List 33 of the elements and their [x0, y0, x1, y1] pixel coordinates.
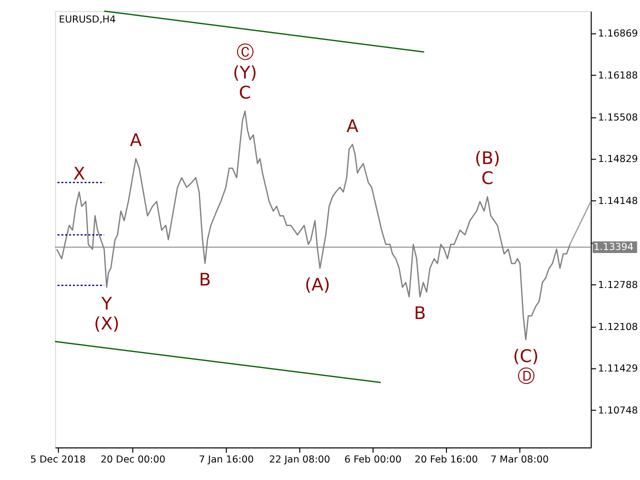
annotation: C: [238, 84, 252, 104]
annotation: (A): [304, 275, 330, 296]
y-tick-label: 1.14829: [598, 154, 638, 166]
annotation: A: [130, 131, 142, 152]
x-tick-label: 20 Feb 16:00: [414, 454, 478, 466]
chart-title: EURUSD,H4: [58, 14, 116, 26]
y-tick-label: 1.10748: [598, 406, 638, 417]
annotation: C: [481, 169, 494, 190]
annotation: X: [73, 164, 86, 184]
x-tick-label: 7 Jan 16:00: [198, 454, 254, 466]
y-tick-label: 1.12108: [598, 322, 638, 333]
x-tick-label: 22 Jan 08:00: [269, 454, 330, 466]
x-tick-label: 7 Mar 08:00: [490, 454, 549, 466]
annotation: Ⓓ: [517, 367, 534, 388]
x-tick-label: 20 Dec 00:00: [100, 454, 166, 466]
y-tick-label: 1.15508: [598, 112, 638, 124]
annotation: (Y): [232, 63, 258, 84]
annotation: (C): [512, 346, 539, 367]
y-tick-label: 1.11429: [598, 364, 638, 375]
annotation: A: [346, 116, 359, 137]
annotation: Ⓒ: [236, 43, 254, 63]
y-tick-label: 1.14148: [598, 196, 638, 208]
ref-line-label: 1.13394: [594, 242, 634, 254]
annotation: B: [199, 270, 211, 291]
annotation: (B): [474, 148, 500, 169]
annotation: Y: [100, 294, 112, 314]
y-tick-label: 1.16869: [598, 28, 638, 40]
annotation: (X): [94, 314, 120, 335]
x-tick-label: 6 Feb 00:00: [344, 454, 402, 466]
annotation: B: [414, 304, 426, 324]
x-tick-label: 5 Dec 2018: [30, 454, 86, 466]
y-tick-label: 1.12788: [598, 280, 638, 291]
y-tick-label: 1.16188: [598, 70, 638, 82]
